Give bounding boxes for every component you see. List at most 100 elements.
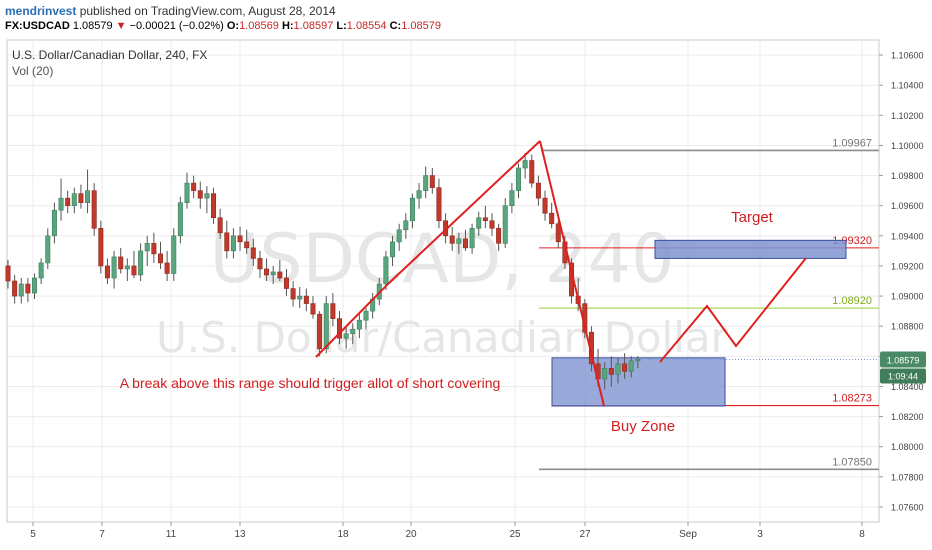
- candle-body: [423, 175, 429, 191]
- candle-body: [5, 265, 11, 282]
- current-price-label: 1.08579: [887, 355, 920, 365]
- candle-body: [111, 256, 117, 279]
- y-tick-label: 1.09800: [891, 171, 924, 181]
- candle-body: [403, 220, 409, 231]
- y-tick-label: 1.08200: [891, 412, 924, 422]
- candle-body: [38, 262, 44, 279]
- candle-body: [65, 197, 71, 206]
- candle-body: [303, 295, 309, 304]
- target-annotation: Target: [731, 209, 774, 226]
- candle-body: [91, 190, 97, 229]
- y-tick-label: 1.09600: [891, 201, 924, 211]
- buy-zone: [551, 357, 726, 407]
- y-tick-label: 1.10000: [891, 141, 924, 151]
- price-level-label: 1.08920: [832, 295, 872, 307]
- candle-body: [482, 217, 488, 222]
- candle-body: [191, 182, 197, 191]
- y-tick-label: 1.07800: [891, 472, 924, 482]
- candle-body: [85, 190, 91, 203]
- current-price-tag: [880, 351, 926, 368]
- candle-body: [555, 223, 561, 243]
- candle-body: [522, 160, 528, 169]
- candle-body: [608, 368, 614, 375]
- candle-body: [237, 235, 243, 243]
- candle-body: [12, 280, 18, 297]
- countdown-tag: [880, 368, 926, 384]
- candle-body: [151, 243, 157, 255]
- y-tick-label: 1.08000: [891, 442, 924, 452]
- x-tick-label: 25: [509, 529, 521, 540]
- candle-body: [396, 229, 402, 243]
- candle-body: [602, 368, 608, 380]
- candle-body: [489, 220, 495, 229]
- publish-line: mendrinvest published on TradingView.com…: [5, 4, 336, 18]
- candle-body: [157, 253, 163, 264]
- candle-body: [224, 232, 230, 252]
- close-value: 1.08579: [401, 20, 441, 32]
- candle-body: [390, 241, 396, 258]
- candle-body: [98, 227, 104, 267]
- x-tick-label: 11: [166, 529, 177, 540]
- target-zone: [654, 239, 847, 259]
- candle-body: [131, 265, 137, 276]
- candle-body: [25, 283, 31, 294]
- x-tick-label: 18: [337, 529, 349, 540]
- candle-body: [197, 190, 203, 199]
- candle-body: [277, 271, 283, 279]
- candle-body: [409, 197, 415, 222]
- candle-body: [622, 363, 628, 372]
- y-tick-label: 1.09400: [891, 231, 924, 241]
- x-tick-label: 3: [757, 529, 763, 540]
- candle-body: [635, 359, 641, 362]
- x-tick-label: 13: [234, 529, 246, 540]
- candle-body: [290, 288, 296, 300]
- projection-path: [659, 257, 807, 363]
- candle-body: [476, 217, 482, 229]
- candle-body: [549, 212, 555, 225]
- price-level-label: 1.07850: [832, 456, 872, 468]
- candle-body: [502, 205, 508, 244]
- candle-body: [171, 235, 177, 274]
- last-price: 1.08579: [72, 20, 113, 32]
- candle-body: [323, 303, 329, 350]
- trendline-up: [315, 140, 541, 358]
- candle-body: [18, 283, 24, 297]
- price-level-label: 1.09967: [832, 137, 872, 149]
- candle-body: [124, 265, 130, 270]
- candle-body: [297, 295, 303, 300]
- candle-body: [310, 303, 316, 315]
- candle-body: [429, 175, 435, 188]
- y-tick-label: 1.10400: [891, 81, 924, 91]
- buy-zone-annotation: Buy Zone: [611, 418, 675, 435]
- candle-body: [456, 238, 462, 244]
- candle-body: [257, 258, 263, 270]
- candle-body: [496, 227, 502, 244]
- publish-header: mendrinvest published on TradingView.com…: [0, 0, 932, 40]
- candle-body: [516, 167, 522, 191]
- x-tick-label: 5: [30, 529, 36, 540]
- low-value: 1.08554: [346, 20, 387, 32]
- candle-body: [270, 271, 276, 276]
- candle-body: [264, 268, 270, 276]
- candle-body: [615, 363, 621, 375]
- x-tick-label: Sep: [679, 529, 697, 540]
- y-tick-label: 1.08400: [891, 382, 924, 392]
- price-level-label: 1.08273: [832, 393, 872, 405]
- candle-body: [104, 265, 110, 279]
- close-label: C:: [389, 20, 402, 32]
- candle-body: [330, 303, 336, 319]
- down-arrow-icon: ▼: [115, 20, 127, 32]
- candle-body: [164, 262, 170, 274]
- author-link[interactable]: mendrinvest: [5, 4, 77, 18]
- open-label: O:: [226, 20, 240, 32]
- candle-body: [217, 217, 223, 234]
- price-change: −0.00021 (−0.02%): [129, 20, 224, 32]
- candle-body: [71, 193, 77, 206]
- candle-body: [177, 202, 183, 237]
- trendline-down: [539, 140, 605, 407]
- candle-body: [230, 235, 236, 252]
- candle-body: [462, 238, 468, 249]
- candle-body: [138, 250, 144, 276]
- candle-body: [356, 319, 362, 330]
